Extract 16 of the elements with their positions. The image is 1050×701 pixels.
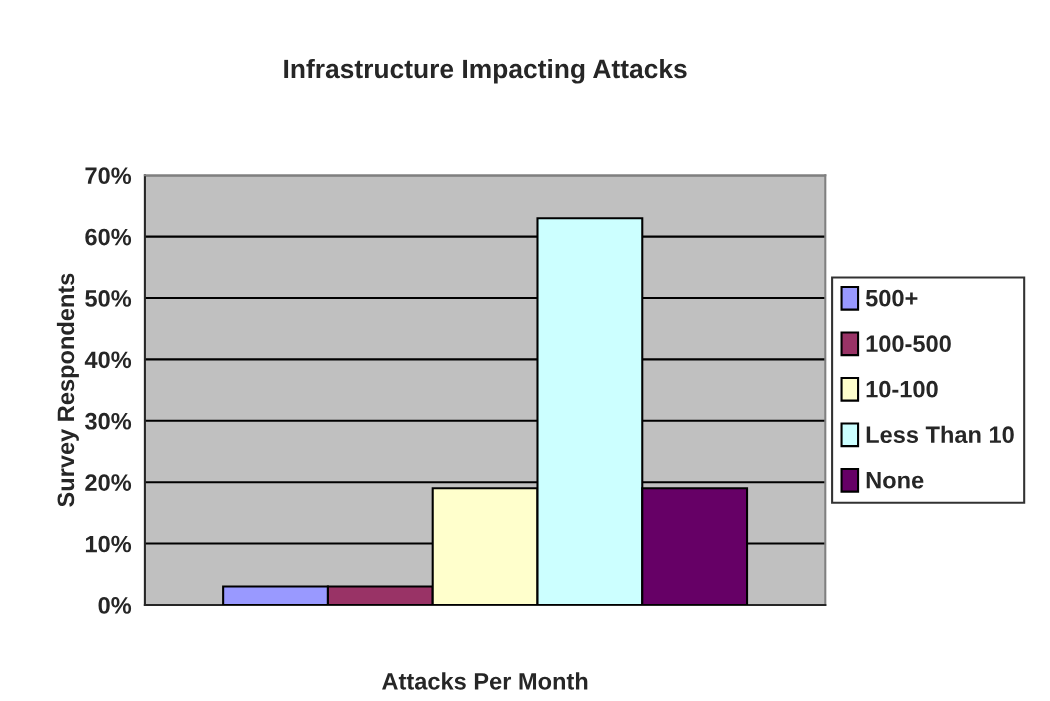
y-tick-label: 50% <box>85 290 132 307</box>
legend-label: None <box>866 472 924 489</box>
y-tick-label: 0% <box>98 597 132 614</box>
y-tick-label: 20% <box>85 474 132 491</box>
y-tick-label: 40% <box>84 351 132 369</box>
y-tick-label: 10% <box>85 535 132 553</box>
y-tick-label: 60% <box>85 228 132 246</box>
legend-label: 10-100 <box>866 380 938 398</box>
chart-title: Infrastructure Impacting Attacks <box>284 58 687 84</box>
legend-label: Less Than 10 <box>866 425 1014 444</box>
legend-label: 100-500 <box>866 335 951 353</box>
y-axis-title: Survey Respondents <box>56 273 79 507</box>
legend-label: 500+ <box>865 289 918 307</box>
y-tick-label: 30% <box>84 412 132 430</box>
y-tick-label: 70% <box>85 167 132 185</box>
x-axis-title: Attacks Per Month <box>382 672 588 690</box>
